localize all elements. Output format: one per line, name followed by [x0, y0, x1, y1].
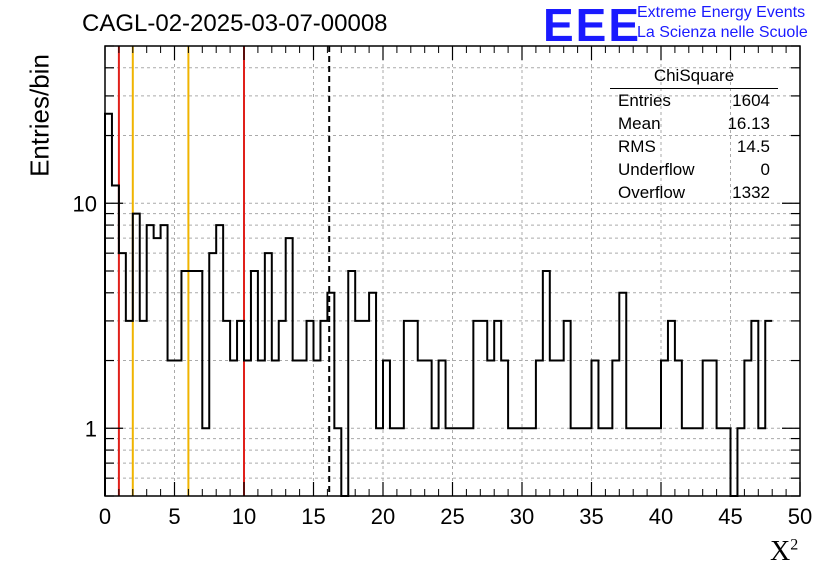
stats-value: 16.13: [727, 114, 770, 133]
x-tick-label: 50: [788, 504, 812, 529]
stats-row-overflow: Overflow 1332: [610, 181, 778, 204]
x-axis-label: X2: [770, 536, 798, 568]
stats-label: Underflow: [618, 160, 695, 179]
stats-box: ChiSquare Entries 1604 Mean 16.13 RMS 14.5 …: [610, 64, 778, 204]
stats-row-entries: Entries 1604: [610, 89, 778, 112]
stats-label: Overflow: [618, 183, 686, 202]
stats-row-rms: RMS 14.5: [610, 135, 778, 158]
y-tick-label: 1: [85, 416, 97, 441]
logo-line-2: La Scienza nelle Scuole: [637, 24, 808, 41]
x-tick-label: 15: [301, 504, 325, 529]
stats-row-underflow: Underflow 0: [610, 158, 778, 181]
x-tick-label: 35: [579, 504, 603, 529]
x-axis-label-main: X: [770, 536, 791, 567]
stats-value: 1604: [732, 91, 770, 110]
stats-value: 1332: [732, 183, 770, 202]
x-tick-label: 30: [510, 504, 534, 529]
stats-value: 0: [760, 160, 770, 179]
x-tick-label: 10: [232, 504, 256, 529]
x-axis-label-sup: 2: [790, 536, 799, 554]
stats-label: Entries: [618, 91, 671, 110]
stats-label: RMS: [618, 137, 656, 156]
x-tick-label: 0: [99, 504, 111, 529]
stats-value: 14.5: [736, 137, 770, 156]
axis-ticks: [104, 45, 801, 497]
stats-row-mean: Mean 16.13: [610, 112, 778, 135]
stats-label: Mean: [618, 114, 661, 133]
x-tick-label: 40: [649, 504, 673, 529]
histogram-series: [104, 112, 773, 497]
x-tick-label: 5: [168, 504, 180, 529]
x-tick-label: 25: [440, 504, 464, 529]
logo-line-1: Extreme Energy Events: [637, 4, 806, 21]
y-tick-label: 10: [73, 191, 97, 216]
chart-title: CAGL-02-2025-03-07-00008: [82, 10, 388, 37]
x-tick-label: 45: [718, 504, 742, 529]
tick-labels: 0 5 10 15 20 25 30 35 40 45 50 1 10: [73, 191, 813, 529]
x-tick-label: 20: [371, 504, 395, 529]
stats-title: ChiSquare: [610, 64, 778, 89]
y-axis-label: Entries/bin: [24, 54, 55, 177]
eee-logo: EEE: [543, 0, 642, 51]
